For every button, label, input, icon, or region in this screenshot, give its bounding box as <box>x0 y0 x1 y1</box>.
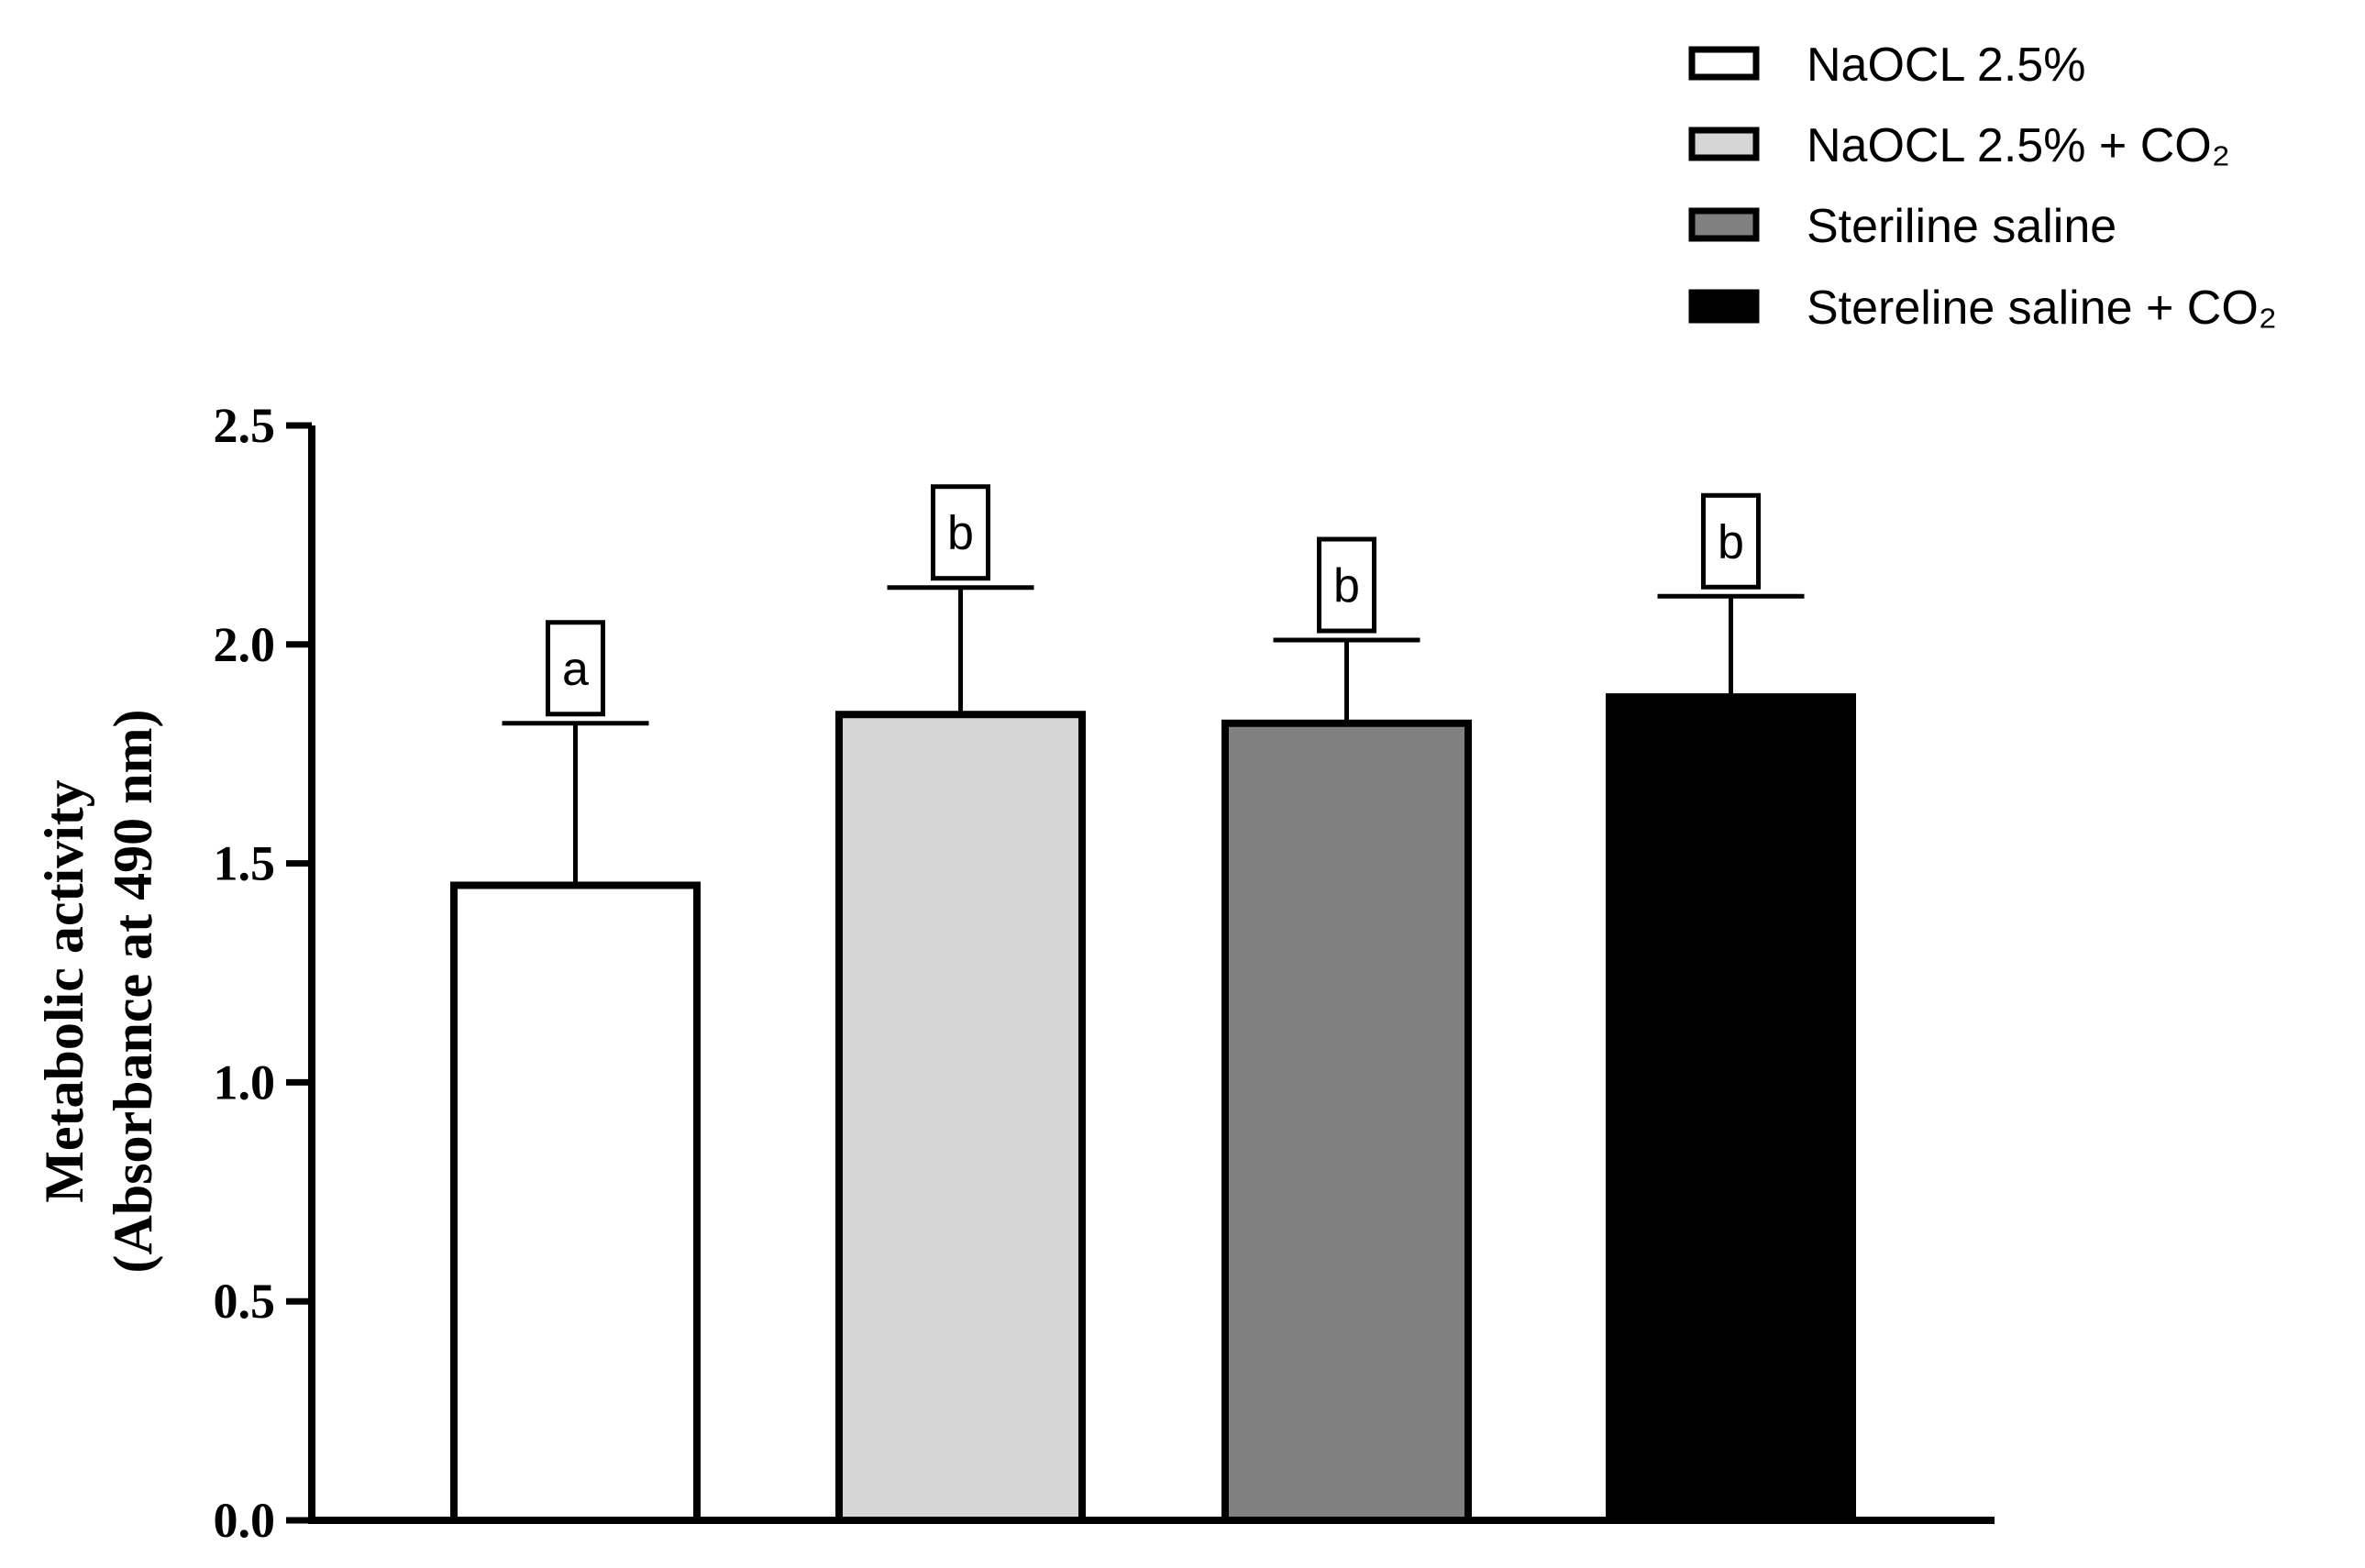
y-axis-title-line: Metabolic activity <box>34 779 94 1203</box>
y-axis-title-line: (Absorbance at 490 nm) <box>103 710 163 1274</box>
significance-label-naocl-2-5-co: b <box>947 507 974 560</box>
y-tick-label: 2.0 <box>214 617 276 672</box>
legend: NaOCL 2.5% NaOCL 2.5% + CO₂ Steriline sali… <box>1688 39 2277 335</box>
y-tick-label: 0.5 <box>214 1274 276 1329</box>
significance-box-steriline-saline <box>1317 536 1376 634</box>
legend-label-naocl-2-5-co: NaOCL 2.5% + CO₂ <box>1807 119 2230 172</box>
significance-box-stereline-saline-co <box>1701 492 1761 590</box>
legend-label-stereline-saline-co: Stereline saline + CO₂ <box>1807 282 2277 335</box>
significance-label-naocl-2-5: a <box>562 643 589 696</box>
y-tick-label: 0.0 <box>214 1493 276 1548</box>
legend-swatch-stereline-saline-co <box>1688 289 1760 324</box>
plot-area: a b b b 0.0 0.5 1.0 1.5 2.0 2.5 <box>214 398 1995 1548</box>
legend-swatch-naocl-2-5 <box>1688 46 1760 81</box>
legend-label-steriline-saline: Steriline saline <box>1807 200 2116 253</box>
y-axis-title: Metabolic activity (Absorbance at 490 nm) <box>34 710 163 1274</box>
significance-box-naocl-2-5 <box>546 620 605 717</box>
bar-naocl-2-5-co <box>835 711 1086 1524</box>
bar-steriline-saline <box>1221 719 1472 1524</box>
y-tick-label: 2.5 <box>214 398 276 453</box>
bar-naocl-2-5 <box>450 881 701 1524</box>
y-tick-label: 1.0 <box>214 1055 276 1110</box>
legend-swatch-steriline-saline <box>1688 207 1760 242</box>
bar-stereline-saline-co <box>1606 693 1856 1524</box>
legend-label-naocl-2-5: NaOCL 2.5% <box>1807 39 2085 92</box>
significance-box-naocl-2-5-co <box>931 484 990 581</box>
significance-label-stereline-saline-co: b <box>1718 515 1744 569</box>
y-tick-label: 1.5 <box>214 836 276 891</box>
legend-swatch-naocl-2-5-co <box>1688 127 1760 161</box>
significance-label-steriline-saline: b <box>1333 559 1360 613</box>
